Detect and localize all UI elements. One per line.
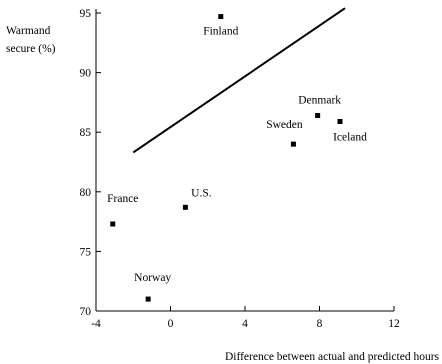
trend-line-group [132,7,346,154]
ticks: 70 75 80 85 90 95 -4 0 4 8 12 [80,8,401,330]
y-tick-label: 90 [80,68,92,80]
point-us [182,204,188,210]
x-axis-label: Difference between actual and predicted … [225,351,440,363]
y-tick-label: 85 [80,127,92,139]
x-tick-label: 12 [388,318,400,330]
y-tick-label: 80 [80,187,92,199]
data-points: Finland Denmark Iceland Sweden U.S. France Nor… [107,14,367,302]
point-label: U.S. [191,187,212,199]
x-tick-label: 4 [242,318,248,330]
point-denmark [315,113,321,119]
x-tick-label: -4 [91,318,101,330]
point-norway [145,296,151,302]
x-tick-label: 0 [168,318,174,330]
point-iceland [337,118,343,124]
axes [95,9,394,312]
y-tick-label: 75 [80,246,92,258]
point-france [110,221,116,227]
y-axis-label-line-2: secure (%) [6,43,56,55]
y-tick-label: 70 [80,306,92,318]
y-axis-label-line-1: Warmand [6,25,51,37]
point-label: France [107,193,138,205]
y-tick-label: 95 [80,8,92,20]
point-finland [218,14,224,20]
point-label: Finland [203,26,238,38]
point-label: Sweden [266,119,303,131]
point-sweden [290,141,296,147]
point-label: Denmark [298,95,341,107]
point-label: Norway [134,272,171,284]
point-label: Iceland [333,131,367,143]
trend-line [132,7,346,154]
x-tick-label: 8 [317,318,323,330]
